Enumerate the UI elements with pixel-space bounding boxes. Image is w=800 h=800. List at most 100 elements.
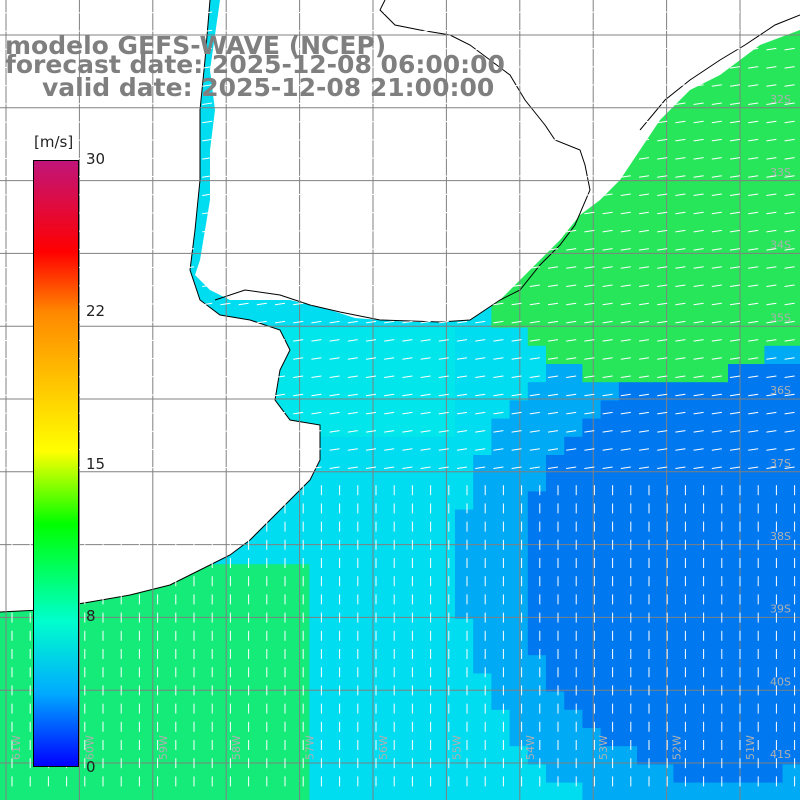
wind-arrow [329,375,340,378]
wind-arrow [20,357,31,360]
field-cell [236,655,256,674]
field-cell [709,673,729,693]
wind-arrow [384,339,395,342]
wind-arrow [1,157,13,160]
wind-arrow [748,211,759,215]
field-cell [509,473,529,492]
wind-arrow [183,211,195,215]
wind-arrow [220,466,231,469]
colorbar-tick: 0 [86,758,96,776]
wind-arrow [220,302,231,306]
wind-arrow [183,339,195,342]
wind-arrow [638,211,650,215]
wind-arrow [20,284,31,287]
wind-arrow [729,229,741,233]
field-cell [600,455,620,474]
field-cell [637,473,656,492]
wind-arrow [274,266,286,269]
wind-arrow [183,138,195,142]
wind-arrow [129,120,140,124]
wind-arrow [92,393,104,397]
field-cell [527,364,547,383]
field-cell [91,600,110,620]
field-cell [764,72,784,92]
field-cell [0,673,19,693]
field-cell [782,364,800,383]
wind-arrow [183,448,195,451]
wind-arrow [620,175,631,178]
wind-arrow [402,229,413,233]
field-cell [327,400,347,420]
wind-arrow [456,448,468,451]
field-cell [582,309,602,329]
field-cell [91,691,110,711]
field-cell [18,782,37,800]
field-cell [273,527,292,547]
wind-arrow [566,266,577,269]
wind-arrow [748,266,759,269]
wind-arrow [529,157,540,160]
field-cell [163,746,183,765]
wind-arrow [511,375,522,378]
wind-arrow [165,102,176,105]
colorbar-tick: 22 [86,302,106,320]
field-cell [491,455,511,474]
field-cell [546,673,565,693]
field-cell [291,309,310,329]
wind-arrow [365,11,377,14]
field-cell [746,691,765,711]
wind-arrow [293,357,304,360]
field-cell [163,782,183,800]
wind-arrow [748,357,759,360]
field-cell [600,418,620,438]
field-cell [637,764,656,784]
field-cell [764,163,784,183]
wind-arrow [529,266,540,269]
wind-arrow [602,29,613,33]
field-cell [236,637,256,656]
field-cell [782,36,800,56]
field-cell [582,218,602,238]
wind-arrow [529,248,540,251]
latitude-label: 41S [770,748,791,761]
wind-arrow [566,284,577,287]
field-cell [728,327,747,347]
field-cell [254,600,274,620]
wind-arrow [729,175,741,178]
field-cell [455,382,474,401]
field-cell [782,691,800,711]
wind-arrow [1,430,13,433]
field-cell [764,564,784,583]
field-cell [600,491,620,511]
field-cell [273,546,292,565]
field-cell [509,436,529,456]
field-cell [691,509,711,529]
wind-arrow [638,284,650,287]
wind-arrow [220,11,231,14]
wind-arrow [693,84,704,87]
field-cell [637,673,656,693]
field-cell [145,728,165,747]
field-cell [400,382,420,401]
wind-arrow [274,393,286,397]
field-cell [691,400,711,420]
wind-arrow [1,84,13,87]
wind-arrow [420,411,431,415]
wind-arrow [202,29,213,33]
wind-arrow [347,102,358,105]
wind-arrow [1,375,13,378]
wind-arrow [748,393,759,397]
wind-arrow [511,66,522,69]
field-cell [182,709,201,729]
wind-arrow [602,375,613,378]
field-cell [691,127,711,147]
wind-arrow [766,29,777,33]
field-cell [600,564,620,583]
field-cell [109,673,128,693]
wind-arrow [111,138,122,142]
field-cell [618,655,638,674]
wind-arrow [602,448,613,451]
field-cell [345,655,365,674]
field-cell [509,291,529,310]
field-cell [728,491,747,511]
